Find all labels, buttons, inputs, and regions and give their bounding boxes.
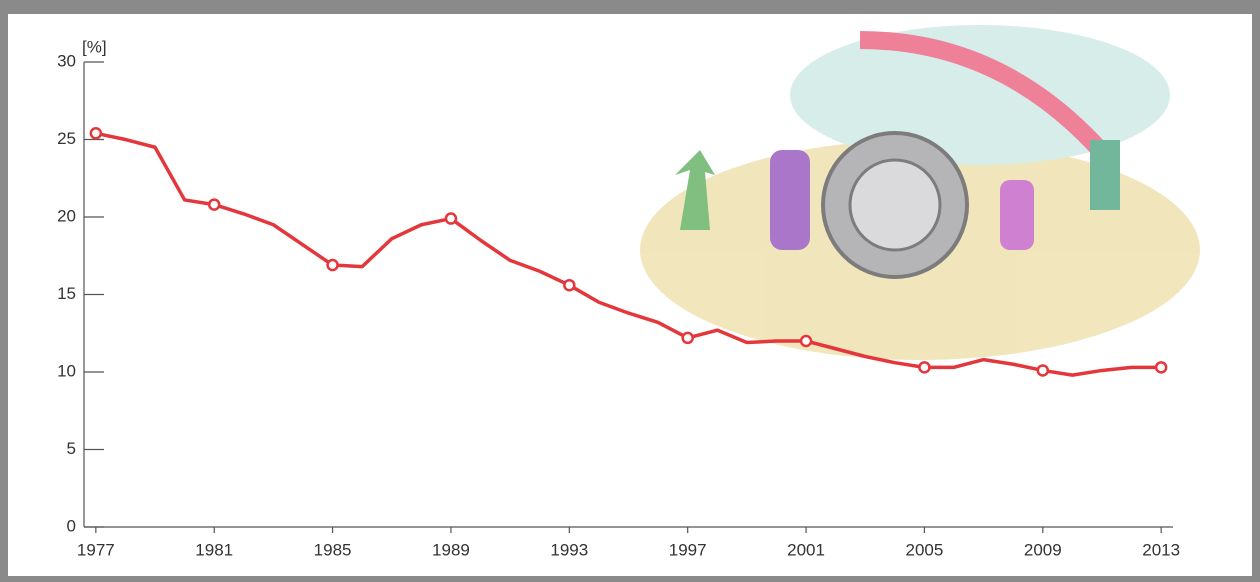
arrow <box>675 150 715 230</box>
marker <box>918 361 931 374</box>
x-tick-label: 1981 <box>195 540 233 559</box>
x-tick-label: 1989 <box>432 540 470 559</box>
y-tick-label: 20 <box>57 206 76 225</box>
arrow <box>859 31 1107 157</box>
x-tick-label: 1997 <box>669 540 707 559</box>
figure <box>1000 180 1034 250</box>
y-tick-label: 10 <box>57 361 76 380</box>
y-tick-label: 5 <box>67 439 76 458</box>
figure <box>770 150 810 250</box>
marker <box>207 198 221 211</box>
y-tick-label: 0 <box>67 516 76 535</box>
building <box>1090 140 1120 210</box>
x-tick-label: 1993 <box>550 540 588 559</box>
marker <box>563 278 576 292</box>
y-tick-label: 25 <box>57 129 76 148</box>
x-tick-label: 2009 <box>1024 540 1062 559</box>
marker <box>1036 364 1050 377</box>
y-tick-label: 30 <box>57 51 76 70</box>
marker <box>89 127 103 140</box>
marker <box>1154 361 1168 374</box>
x-tick-label: 1985 <box>314 540 352 559</box>
x-tick-label: 1977 <box>77 540 115 559</box>
x-tick-label: 2001 <box>787 540 825 559</box>
marker <box>799 334 813 348</box>
gear-hub <box>848 158 942 252</box>
y-tick-label: 15 <box>57 284 76 303</box>
marker <box>444 212 458 225</box>
illustration <box>640 25 1200 360</box>
x-tick-label: 2013 <box>1142 540 1180 559</box>
y-axis-label: [%] <box>82 37 107 56</box>
marker <box>681 331 694 345</box>
x-tick-label: 2005 <box>906 540 944 559</box>
line <box>95 131 1162 377</box>
marker <box>326 258 339 272</box>
